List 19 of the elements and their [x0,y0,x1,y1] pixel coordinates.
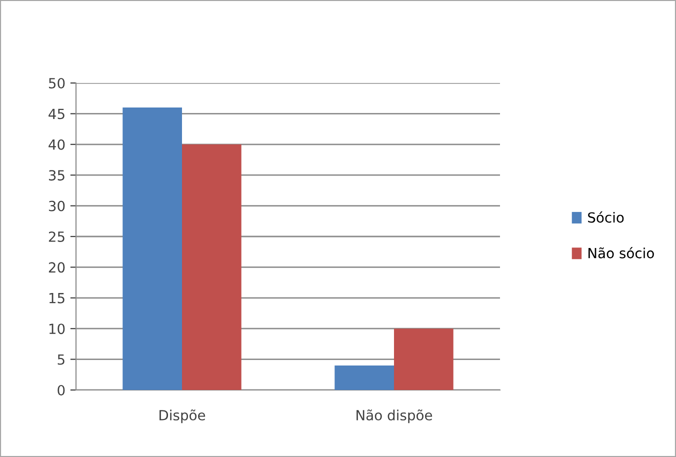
y-tick-label: 15 [49,293,64,304]
y-tick-label: 30 [48,200,65,212]
bar [122,108,182,390]
x-tick-label: Dispõe [160,409,206,424]
legend-label: Sócio [588,211,624,223]
y-tick-label: 20 [48,262,65,273]
y-tick-label: 40 [48,139,65,150]
bar [334,365,394,390]
y-tick-label: 0 [58,384,65,396]
y-tick-label: 5 [58,354,64,365]
y-tick-label: 50 [48,78,65,88]
bar [394,328,454,390]
y-tick-label: 25 [48,231,64,242]
bar [182,144,242,390]
x-tick-label: Não dispõe [356,409,432,424]
y-tick-label: 10 [49,324,65,334]
y-tick-label: 35 [48,170,64,181]
legend-label: Não sócio [588,247,654,258]
y-tick-label: 45 [48,108,64,120]
